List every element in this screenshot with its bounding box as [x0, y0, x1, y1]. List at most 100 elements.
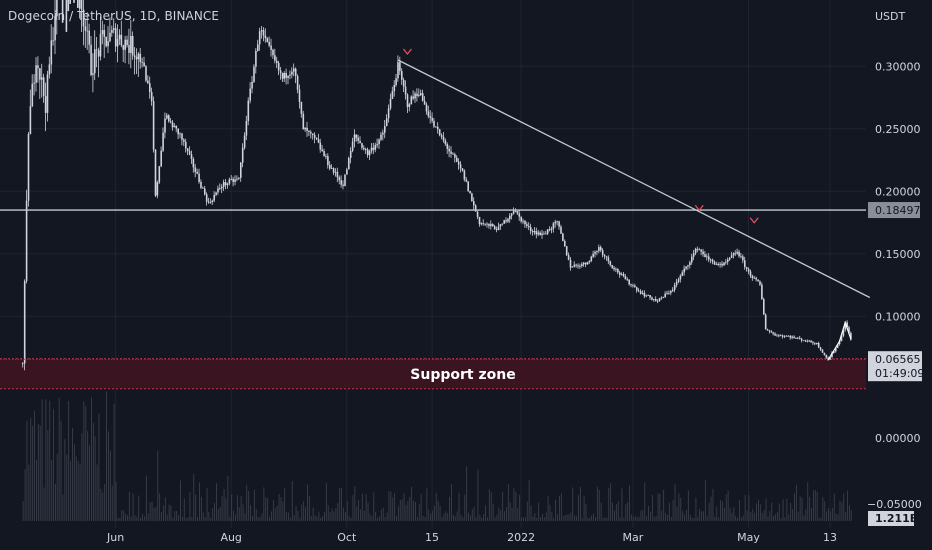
candle-body: [23, 281, 26, 364]
candle-body: [154, 149, 157, 196]
volume-bar: [157, 451, 159, 521]
candle-body: [408, 104, 411, 107]
volume-bar: [166, 514, 168, 521]
candle-body: [306, 127, 308, 131]
candle-body: [274, 55, 276, 61]
candle-body: [281, 73, 284, 79]
candle-body: [456, 157, 458, 162]
candle-body: [103, 30, 106, 37]
volume-bar: [96, 464, 98, 521]
candle-body: [630, 284, 632, 286]
candle-body: [349, 151, 352, 158]
volume-bar: [848, 505, 850, 521]
candle-body: [431, 117, 433, 121]
candle-body: [749, 271, 752, 276]
candle-body: [54, 16, 56, 41]
volume-bar: [100, 488, 102, 521]
volume-bar: [75, 456, 77, 521]
level-price-tag: [868, 202, 920, 219]
volume-bar: [136, 516, 138, 521]
candle-body: [94, 49, 96, 74]
volume-bar: [682, 511, 684, 521]
candle-body: [315, 137, 318, 140]
volume-bar: [102, 492, 104, 521]
candle-body: [321, 149, 323, 151]
candle-body: [745, 267, 748, 269]
volume-bar: [134, 515, 136, 521]
candle-body: [562, 233, 564, 241]
volume-bar: [672, 500, 674, 521]
volume-bar: [795, 484, 797, 521]
candle-body: [531, 231, 534, 233]
candle-body: [569, 259, 572, 268]
volume-bar: [199, 482, 200, 521]
candle-body: [698, 249, 701, 251]
volume-bar: [722, 501, 723, 521]
volume-bar: [837, 514, 839, 521]
volume-bar: [684, 514, 685, 521]
volume-bar: [619, 517, 621, 521]
volume-bar: [30, 417, 32, 521]
candle-body: [209, 202, 212, 203]
volume-bar: [416, 517, 418, 521]
candle-body: [118, 34, 121, 40]
candle-body: [636, 287, 638, 291]
candle-body: [605, 256, 608, 258]
volume-bar: [496, 515, 498, 521]
volume-bar: [507, 484, 509, 521]
candle-body: [211, 200, 214, 202]
volume-bar: [678, 493, 680, 521]
candle-body: [128, 45, 130, 53]
candle-body: [655, 299, 657, 301]
volume-bar: [776, 512, 778, 521]
candle-body: [101, 30, 104, 34]
candle-body: [137, 53, 140, 60]
volume-bar: [614, 510, 615, 521]
candle-body: [243, 135, 246, 148]
candle-body: [384, 126, 386, 133]
candle-body: [584, 262, 587, 265]
volume-bar: [513, 488, 515, 521]
candle-body: [685, 266, 687, 269]
candle-body: [361, 143, 363, 148]
candle-body: [368, 151, 371, 156]
candle-body: [692, 253, 695, 257]
candle-body: [194, 167, 197, 172]
volume-bar: [735, 516, 737, 521]
candle-body: [198, 173, 200, 182]
candle-body: [412, 96, 414, 99]
volume-bar: [454, 516, 456, 521]
volume-bar: [164, 497, 166, 521]
candle-body: [213, 195, 215, 201]
volume-bar: [426, 488, 428, 521]
volume-bar: [809, 496, 811, 521]
volume-bar: [337, 502, 339, 521]
candle-body: [90, 44, 92, 75]
candle-body: [713, 261, 716, 265]
volume-bar: [193, 474, 195, 521]
volume-bar: [37, 424, 39, 521]
volume-bar: [269, 516, 270, 521]
countdown-label: 01:49:09: [875, 367, 924, 380]
candle-body: [340, 180, 342, 185]
volume-bar: [826, 511, 828, 521]
volume-bar: [600, 502, 602, 521]
candle-body: [444, 140, 447, 144]
candle-body: [181, 133, 183, 140]
candle-body: [359, 140, 361, 144]
candle-body: [399, 62, 401, 72]
candle-body: [791, 336, 793, 338]
candle-body: [757, 279, 759, 282]
candle-body: [217, 188, 219, 193]
volume-bar: [456, 511, 458, 521]
volume-bar: [578, 495, 579, 521]
volume-bar: [786, 498, 788, 521]
volume-bar: [581, 518, 583, 521]
candle-body: [156, 182, 159, 196]
volume-bar: [60, 420, 62, 521]
volume-bar: [621, 488, 623, 521]
candle-body: [310, 132, 312, 134]
volume-bar: [189, 492, 191, 521]
candle-body: [61, 0, 64, 23]
